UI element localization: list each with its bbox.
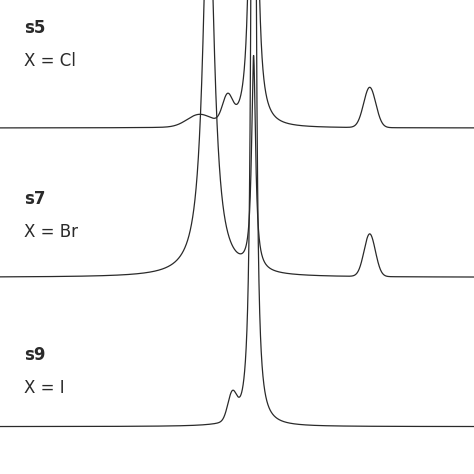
Text: s5: s5 — [24, 19, 45, 37]
Text: X = I: X = I — [24, 379, 64, 397]
Text: s7: s7 — [24, 190, 45, 208]
Text: X = Cl: X = Cl — [24, 52, 75, 70]
Text: s9: s9 — [24, 346, 45, 364]
Text: X = Br: X = Br — [24, 223, 78, 241]
